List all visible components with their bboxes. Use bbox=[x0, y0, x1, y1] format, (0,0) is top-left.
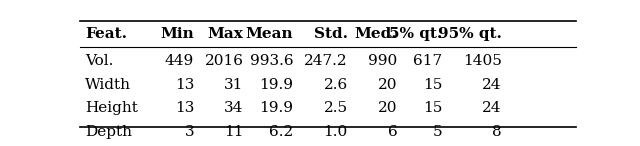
Text: 5% qt.: 5% qt. bbox=[389, 27, 442, 41]
Text: Mean: Mean bbox=[246, 27, 293, 41]
Text: Med.: Med. bbox=[355, 27, 397, 41]
Text: Min: Min bbox=[161, 27, 194, 41]
Text: 95% qt.: 95% qt. bbox=[438, 27, 502, 41]
Text: 15: 15 bbox=[422, 101, 442, 115]
Text: 20: 20 bbox=[378, 101, 397, 115]
Text: 15: 15 bbox=[422, 78, 442, 92]
Text: 8: 8 bbox=[492, 125, 502, 139]
Text: 5: 5 bbox=[433, 125, 442, 139]
Text: 2.6: 2.6 bbox=[324, 78, 348, 92]
Text: 993.6: 993.6 bbox=[250, 54, 293, 68]
Text: 31: 31 bbox=[224, 78, 244, 92]
Text: 2.5: 2.5 bbox=[324, 101, 348, 115]
Text: 6: 6 bbox=[388, 125, 397, 139]
Text: Max: Max bbox=[208, 27, 244, 41]
Text: 3: 3 bbox=[184, 125, 194, 139]
Text: 19.9: 19.9 bbox=[259, 101, 293, 115]
Text: 13: 13 bbox=[175, 101, 194, 115]
Text: 20: 20 bbox=[378, 78, 397, 92]
Text: 6.2: 6.2 bbox=[269, 125, 293, 139]
Text: 990: 990 bbox=[368, 54, 397, 68]
Text: 247.2: 247.2 bbox=[304, 54, 348, 68]
Text: 24: 24 bbox=[482, 78, 502, 92]
Text: 2016: 2016 bbox=[205, 54, 244, 68]
Text: Height: Height bbox=[85, 101, 138, 115]
Text: Feat.: Feat. bbox=[85, 27, 127, 41]
Text: 11: 11 bbox=[224, 125, 244, 139]
Text: Width: Width bbox=[85, 78, 131, 92]
Text: Std.: Std. bbox=[314, 27, 348, 41]
Text: 449: 449 bbox=[165, 54, 194, 68]
Text: Depth: Depth bbox=[85, 125, 132, 139]
Text: 617: 617 bbox=[413, 54, 442, 68]
Text: 24: 24 bbox=[482, 101, 502, 115]
Text: 34: 34 bbox=[224, 101, 244, 115]
Text: 19.9: 19.9 bbox=[259, 78, 293, 92]
Text: 1.0: 1.0 bbox=[324, 125, 348, 139]
Text: 13: 13 bbox=[175, 78, 194, 92]
Text: Vol.: Vol. bbox=[85, 54, 113, 68]
Text: 1405: 1405 bbox=[463, 54, 502, 68]
